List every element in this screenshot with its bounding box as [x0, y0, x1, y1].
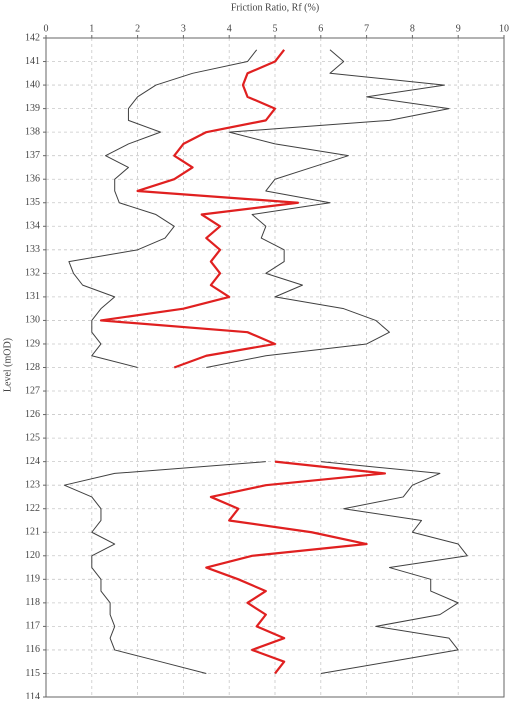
y-tick-label: 138	[25, 126, 40, 137]
y-tick-label: 131	[25, 291, 40, 302]
y-tick-label: 122	[25, 503, 40, 514]
x-axis-title: Friction Ratio, Rf (%)	[231, 2, 319, 13]
data-line	[206, 49, 468, 674]
y-tick-label: 129	[25, 338, 40, 349]
x-tick-label: 0	[44, 23, 49, 34]
x-tick-label: 8	[410, 23, 415, 34]
y-tick-label: 118	[25, 597, 40, 608]
y-tick-label: 119	[25, 574, 40, 585]
y-tick-label: 133	[25, 244, 40, 255]
x-tick-label: 6	[318, 23, 323, 34]
x-tick-label: 3	[181, 23, 186, 34]
plot-frame	[45, 37, 505, 698]
y-tick-label: 130	[25, 315, 40, 326]
y-tick-label: 126	[25, 409, 40, 420]
y-tick-label: 135	[25, 197, 40, 208]
data-line	[99, 49, 387, 675]
y-tick-label: 140	[25, 79, 40, 90]
x-tick-label: 2	[135, 23, 140, 34]
y-tick-label: 124	[25, 456, 40, 467]
x-tick-label: 9	[456, 23, 461, 34]
y-axis-title: Level (mOD)	[2, 338, 13, 392]
x-tick-label: 5	[273, 23, 278, 34]
y-tick-label: 134	[25, 221, 40, 232]
y-tick-label: 141	[25, 56, 40, 67]
y-tick-label: 125	[25, 432, 40, 443]
y-tick-label: 115	[25, 668, 40, 679]
x-tick-label: 1	[89, 23, 94, 34]
y-tick-label: 114	[25, 691, 40, 699]
x-tick-label: 4	[227, 23, 232, 34]
y-tick-label: 136	[25, 174, 40, 185]
y-tick-label: 123	[25, 479, 40, 490]
y-tick-label: 127	[25, 385, 40, 396]
y-tick-label: 120	[25, 550, 40, 561]
x-tick-label: 10	[499, 23, 509, 34]
y-tick-label: 121	[25, 527, 40, 538]
y-tick-label: 117	[25, 621, 40, 632]
y-tick-label: 132	[25, 268, 40, 279]
y-tick-label: 139	[25, 103, 40, 114]
y-tick-label: 128	[25, 362, 40, 373]
y-tick-label: 137	[25, 150, 40, 161]
x-tick-label: 7	[364, 23, 369, 34]
y-tick-label: 116	[25, 644, 40, 655]
data-line	[63, 49, 266, 674]
y-tick-label: 142	[25, 32, 40, 43]
